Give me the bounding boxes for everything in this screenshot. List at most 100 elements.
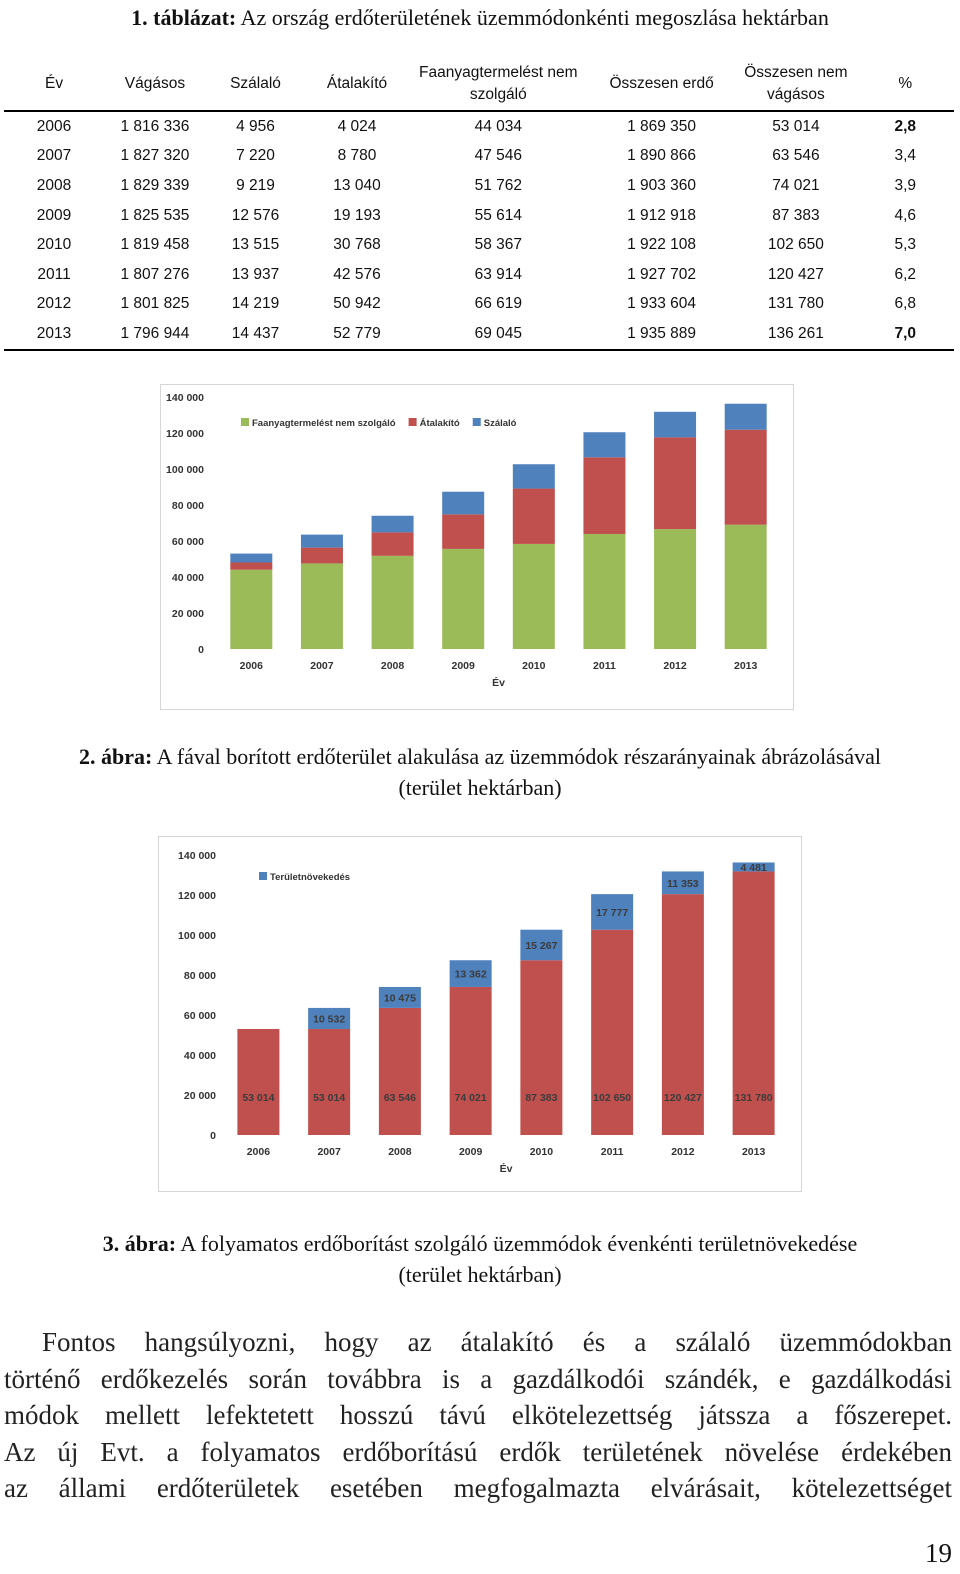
table-cell: 9 219 [236, 176, 275, 194]
bar-segment [654, 529, 697, 649]
bar-segment [512, 464, 555, 489]
data-label: 102 650 [593, 1092, 631, 1104]
table-cell: 63 546 [772, 147, 820, 165]
bar-segment [371, 532, 414, 556]
x-tick-label: 2011 [601, 1146, 624, 1158]
bar-segment [442, 491, 485, 515]
table-cell: 2006 [36, 117, 72, 135]
y-tick-label: 80 000 [184, 970, 216, 982]
bar-segment [449, 986, 492, 1135]
table-cell: 30 768 [333, 236, 381, 254]
y-tick-label: 120 000 [166, 428, 204, 440]
data-label: 63 546 [384, 1092, 416, 1104]
figure2-chart: 0 20 000 40 000 60 000 80 000 100 000 120 000 1… [160, 384, 794, 710]
table-cell: 2009 [36, 206, 72, 224]
x-tick-label: 2013 [734, 660, 758, 672]
table-cell: 2013 [4, 319, 105, 351]
legend-swatch [408, 418, 417, 426]
table-header-row: Év Vágásos Szálaló Átalakító Faanyagtermelés… [4, 58, 954, 112]
x-tick-label: 2007 [310, 660, 334, 672]
bar-segment [724, 524, 767, 649]
figure3-caption-line2: (terület hektárban) [398, 1262, 562, 1287]
paragraph-line: Fontos hangsúlyozni, hogy az átalakító é… [42, 1327, 952, 1357]
bar-segment [512, 543, 555, 649]
table-cell: 2011 [37, 265, 71, 283]
table-cell: 1 801 825 [120, 295, 190, 313]
table-row: 2013 1 796 944 14 437 52 779 69 045 1 935 889… [4, 319, 954, 351]
data-label: 120 427 [664, 1092, 702, 1104]
table-cell: 1 927 702 [627, 265, 697, 283]
table-row: 2012 1 801 825 14 219 50 942 66 619 1 933 604… [4, 290, 954, 320]
legend-entry: Területnövekedés [270, 872, 350, 883]
legend-swatch [241, 418, 249, 426]
table-cell: 6,2 [894, 265, 917, 283]
bar-segment [371, 515, 414, 533]
y-tick-label: 60 000 [172, 536, 204, 548]
table-cell: 14 437 [205, 319, 306, 351]
data-label: 13 362 [455, 969, 487, 981]
table-cell: 7,0 [856, 319, 954, 351]
table-cell: 13 937 [231, 265, 280, 283]
table-cell: 55 614 [474, 206, 523, 224]
table-cell: 51 762 [474, 176, 523, 194]
data-label: 10 532 [313, 1013, 345, 1025]
data-label: 131 780 [735, 1092, 773, 1104]
x-tick-label: 2013 [742, 1146, 766, 1158]
data-label: 53 014 [242, 1092, 274, 1104]
column-header: Összesen erdő [587, 58, 736, 112]
x-tick-label: 2008 [381, 660, 405, 672]
data-label: 74 021 [455, 1092, 487, 1104]
table-cell: 12 576 [231, 206, 280, 224]
y-tick-label: 60 000 [184, 1010, 216, 1022]
y-tick-label: 140 000 [178, 850, 216, 862]
paragraph-line: módok mellett lefektetett hosszú távú el… [4, 1400, 952, 1430]
table-cell: 4,6 [894, 206, 917, 224]
y-tick-label: 0 [198, 644, 204, 656]
x-tick-label: 2009 [452, 660, 476, 672]
bar-segment [661, 894, 704, 1135]
x-tick-label: 2011 [593, 660, 616, 672]
bar-segment [591, 929, 634, 1135]
bar-segment [654, 437, 697, 530]
data-label: 87 383 [525, 1092, 557, 1104]
x-tick-label: 2008 [388, 1146, 412, 1158]
table-cell: 2010 [36, 236, 72, 254]
table-cell: 53 014 [772, 117, 820, 135]
table-cell: 47 546 [474, 147, 523, 165]
bar-segment [308, 1028, 351, 1135]
figure2-caption: 2. ábra: A fával borított erdőterület al… [0, 741, 960, 803]
x-axis-label: Év [492, 676, 505, 689]
table-row: 2010 1 819 458 13 515 30 768 58 367 1 922 108… [4, 230, 954, 260]
column-header: Összesen nem vágásos [735, 58, 857, 112]
bar-segment [230, 569, 273, 649]
table-cell: 87 383 [772, 206, 820, 224]
bar-segment [371, 555, 414, 649]
y-tick-label: 100 000 [178, 930, 216, 942]
table-cell: 1 796 944 [104, 319, 206, 351]
table-row: 2009 1 825 535 12 576 19 193 55 614 1 912 918… [4, 201, 954, 231]
bar-segment [308, 1007, 351, 1029]
column-header: Szálaló [205, 58, 306, 112]
table-cell: 63 914 [474, 265, 523, 283]
table-row: 2006 1 816 336 4 956 4 024 44 034 1 869 350 53… [4, 111, 954, 142]
data-label: 15 267 [525, 940, 557, 952]
table-row: 2011 1 807 276 13 937 42 576 63 914 1 927 702… [4, 260, 954, 290]
legend-entry: Faanyagtermelést nem szolgáló [252, 418, 396, 429]
figure3-chart-svg: 0 20 000 40 000 60 000 80 000 100 000 120 000 1… [178, 850, 775, 1175]
x-tick-label: 2012 [671, 1146, 695, 1158]
table-cell: 1 890 866 [627, 147, 697, 165]
bar-segment [654, 411, 697, 438]
table-cell: 4 024 [337, 117, 377, 135]
x-axis-label: Év [500, 1162, 513, 1175]
table-body: 2006 1 816 336 4 956 4 024 44 034 1 869 350 53… [4, 111, 954, 351]
column-header: Faanyagtermelést nem szolgáló [408, 58, 588, 112]
table-cell: 44 034 [474, 117, 523, 135]
table-cell: 66 619 [474, 295, 523, 313]
bar-segment [230, 553, 273, 563]
data-label: 4 481 [740, 862, 766, 874]
bar-segment [512, 488, 555, 544]
table-cell: 1 827 320 [120, 147, 190, 165]
table-cell: 120 427 [767, 265, 824, 283]
bar-segment [583, 432, 626, 458]
table-cell: 13 040 [333, 176, 381, 194]
